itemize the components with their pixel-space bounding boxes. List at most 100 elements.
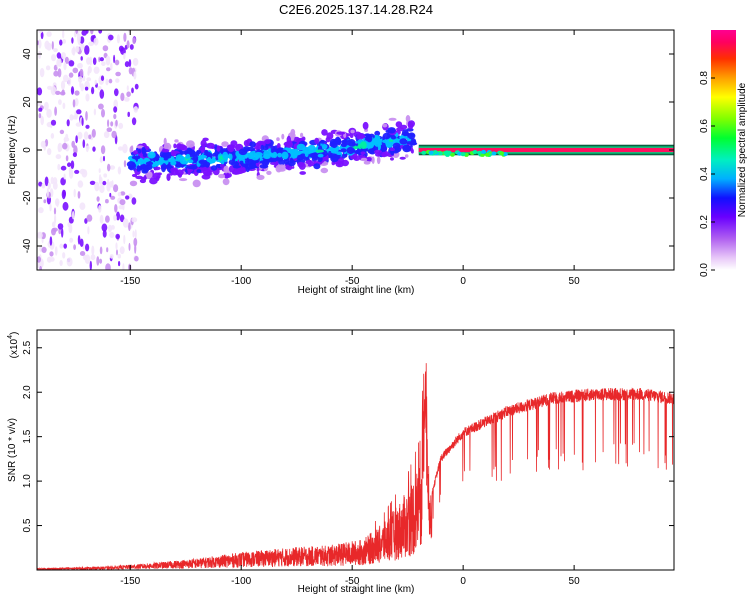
spectrogram-cell [159, 157, 164, 161]
spectrogram-cell [37, 261, 40, 269]
spectrogram-cell [62, 30, 65, 39]
spectrogram-cell [247, 159, 254, 164]
colorbar-tick-label: 0.8 [699, 71, 710, 85]
spectrogram-cell [98, 30, 103, 34]
spectrogram-cell [77, 131, 83, 140]
spectrogram-cell [46, 42, 52, 51]
spectrogram-cell [266, 170, 272, 175]
spectrogram-cell [115, 78, 120, 83]
spectrogram-cell [162, 152, 170, 161]
spectrogram-cell [68, 72, 74, 78]
x-tick-label: -50 [345, 276, 360, 287]
spectrogram-cell [375, 152, 381, 157]
spectrogram-cell [47, 148, 52, 156]
spectrogram-cell [72, 46, 76, 56]
spectrogram-cell [50, 119, 57, 126]
spectrogram-cell [69, 237, 74, 243]
spectrogram-cell [232, 165, 241, 169]
spectrogram-cell [85, 243, 90, 252]
spectrogram-cell [140, 164, 147, 168]
spectrogram-cell [66, 257, 73, 267]
spectrogram-cell [376, 156, 381, 165]
spectrogram-cell [342, 140, 346, 144]
spectrogram-cell [123, 97, 130, 102]
spectrogram-cell [123, 52, 126, 60]
spectrogram-cell [44, 176, 49, 187]
spectrogram-cell [366, 134, 373, 143]
spectrogram-cell [136, 165, 141, 172]
spectrogram-cell [38, 50, 42, 60]
spectrogram-cell [91, 86, 95, 95]
spectrogram-cell [115, 233, 120, 240]
spectrogram-cell [93, 108, 97, 116]
spectrogram-cell [99, 214, 104, 224]
spectrogram-cell [120, 191, 126, 196]
snr-y-scale: (x104) [7, 332, 20, 359]
spectrogram-cell [54, 106, 57, 116]
x-tick-label: -150 [120, 276, 140, 287]
spectrogram-cell [245, 166, 250, 173]
spectrogram-cell [73, 244, 76, 251]
spectrogram-cell [99, 246, 103, 255]
spectrogram-cell [51, 54, 57, 62]
spectrogram-cell [484, 152, 490, 157]
spectrogram-cell [49, 257, 55, 262]
spectrogram-cell [399, 156, 406, 160]
spectrogram-cell [63, 137, 70, 142]
spectrogram-cell [38, 107, 43, 112]
spectrogram-cell [62, 39, 67, 44]
spectrogram-cell [254, 152, 263, 157]
spectrogram-cell [72, 99, 76, 108]
spectrogram-cell [129, 180, 138, 187]
spectrogram-cell [317, 153, 324, 158]
spectrogram-cell [75, 122, 82, 127]
x-tick-label: -150 [120, 576, 140, 587]
spectrogram-cell [202, 168, 212, 176]
spectrogram-cell [101, 108, 105, 118]
spectrogram-cell [68, 223, 73, 234]
spectrogram-cell [186, 165, 194, 169]
spectrogram-cell [143, 175, 147, 181]
spectrogram-cell [68, 60, 75, 67]
spectrogram-cell [45, 65, 51, 71]
spectrogram-cell [481, 149, 487, 154]
spectrogram-cell [116, 211, 120, 221]
spectrogram-cell [62, 74, 69, 83]
spectrogram-cell [472, 150, 478, 154]
spectrogram-cell [407, 120, 415, 128]
spectrogram-cell [73, 145, 78, 155]
spectrogram-cell [81, 169, 88, 178]
spectrogram-cell [110, 121, 114, 127]
y-tick-label: 0.5 [22, 518, 33, 532]
spectrogram-cell [87, 65, 92, 74]
spectrogram-cell [382, 123, 388, 128]
spectrogram-cell [63, 243, 67, 249]
spectrogram-cell [348, 141, 356, 147]
colorbar-gradient [711, 30, 736, 270]
spectrogram-cell [53, 48, 58, 53]
spectrogram-cell [98, 168, 101, 174]
snr-y-scale-close: ) [9, 332, 20, 335]
spectrogram-cell [96, 256, 100, 266]
spectrogram-cell [146, 164, 153, 171]
x-tick-label: 0 [460, 276, 466, 287]
spectrogram-cell [89, 260, 92, 270]
spectrogram-cell [210, 165, 218, 171]
spectrogram-cell [46, 187, 49, 198]
spectrogram-cell [120, 92, 125, 102]
spectrogram-cell [206, 151, 211, 156]
spectrogram-cell [122, 218, 129, 228]
spectrogram-cell [59, 39, 63, 46]
spectrogram-cell [491, 151, 497, 156]
spectrogram-cell [38, 39, 42, 49]
spectrogram-cell [51, 41, 54, 50]
spectrogram-cell [67, 162, 72, 167]
spectrogram-cell [175, 169, 184, 176]
spectrogram-cell [272, 151, 278, 158]
spectrogram-cell [147, 151, 156, 159]
spectrogram-cell [405, 141, 414, 145]
y-tick-label: 0 [22, 147, 33, 153]
spectrogram-cell [196, 150, 202, 155]
spectrogram-cell [313, 163, 321, 170]
